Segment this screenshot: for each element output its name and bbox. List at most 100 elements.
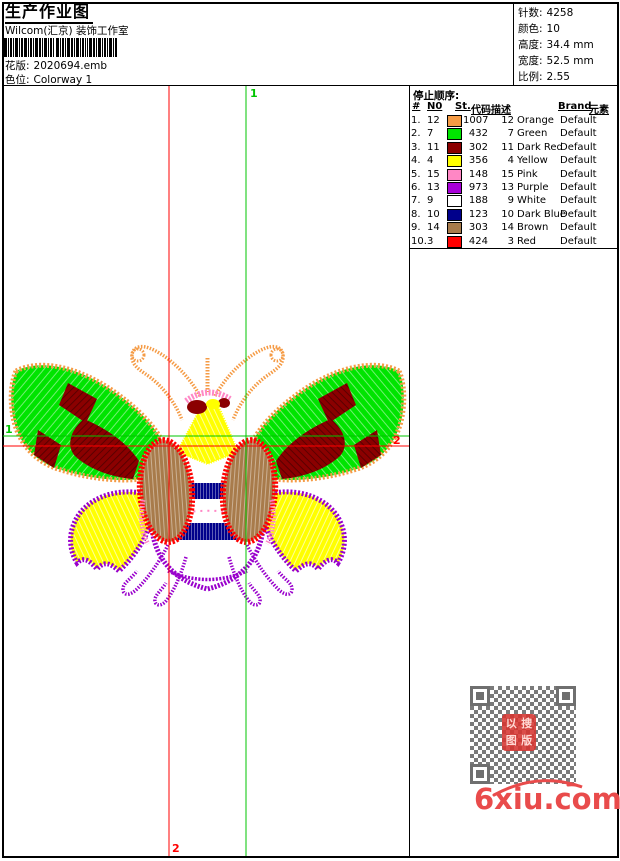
cell-code: 15	[501, 169, 514, 180]
cell-code: 7	[507, 128, 514, 139]
qr-finder-bottomleft	[470, 764, 490, 784]
stamp-char: 搜	[521, 717, 533, 730]
stop-row: 6. 13 973 13 Purple Default	[411, 181, 604, 194]
cell-num: 5.	[411, 169, 421, 180]
red-seal-stamp: 以 搜 图 版	[502, 714, 536, 751]
info-panel-divider	[513, 2, 514, 85]
qr-finder-topright	[556, 686, 576, 706]
cell-brand: Default	[560, 142, 597, 153]
cell-code: 11	[501, 142, 514, 153]
cell-n0: 10	[427, 209, 440, 220]
cell-n0: 7	[427, 128, 434, 139]
company-name: Wilcom(汇京) 装饰工作室	[5, 25, 129, 37]
cell-num: 9.	[411, 222, 421, 233]
color-swatch	[447, 168, 462, 181]
header-separator-line	[2, 85, 617, 86]
cell-st: 148	[468, 169, 488, 180]
col-header-num: #	[412, 101, 421, 112]
cell-st: 1007	[463, 115, 489, 126]
cell-n0: 4	[427, 155, 434, 166]
cell-num: 3.	[411, 142, 421, 153]
pattern-label: 花版:	[5, 60, 30, 72]
cell-desc: Dark Red	[517, 142, 563, 153]
scale-row: 比例: 2.55	[518, 71, 570, 83]
cell-st: 303	[468, 222, 488, 233]
cell-st: 302	[468, 142, 488, 153]
cell-desc: Pink	[517, 169, 538, 180]
stop-row: 4. 4 356 4 Yellow Default	[411, 154, 604, 167]
watermark-text: 6xiu.com	[474, 782, 620, 816]
col-header-n0: N0	[427, 101, 443, 112]
color-swatch	[447, 221, 462, 234]
cell-st: 432	[468, 128, 488, 139]
cell-code: 3	[507, 236, 514, 247]
table-bottom-line	[409, 248, 617, 249]
color-swatch	[447, 235, 462, 248]
stop-row: 3. 11 302 11 Dark Red Default	[411, 141, 604, 154]
cell-n0: 11	[427, 142, 440, 153]
cell-brand: Default	[560, 155, 597, 166]
cell-desc: White	[517, 195, 547, 206]
cell-code: 13	[501, 182, 514, 193]
stop-row: 5. 15 148 15 Pink Default	[411, 168, 604, 181]
stop-row: 7. 9 188 9 White Default	[411, 194, 604, 207]
color-swatch	[447, 208, 462, 221]
cell-desc: Green	[517, 128, 548, 139]
cell-brand: Default	[560, 195, 597, 206]
stop-row: 9. 14 303 14 Brown Default	[411, 221, 604, 234]
stop-sequence-title: 停止顺序:	[413, 90, 460, 102]
cell-desc: Purple	[517, 182, 549, 193]
col-header-element: 元素	[589, 105, 609, 116]
width-row: 宽度: 52.5 mm	[518, 55, 594, 67]
stamp-char: 版	[521, 734, 533, 747]
height-row: 高度: 34.4 mm	[518, 39, 594, 51]
stitch-count-row: 针数: 4258	[518, 7, 574, 19]
cell-num: 10.	[411, 236, 427, 247]
cell-code: 14	[501, 222, 514, 233]
color-swatch	[447, 181, 462, 194]
cell-n0: 9	[427, 195, 434, 206]
col-header-code: 代码	[471, 105, 491, 116]
cell-code: 4	[507, 155, 514, 166]
cell-desc: Red	[517, 236, 536, 247]
cell-desc: Brown	[517, 222, 549, 233]
qr-finder-topleft	[470, 686, 490, 706]
col-header-st: St.	[455, 101, 471, 112]
cell-num: 2.	[411, 128, 421, 139]
cell-n0: 15	[427, 169, 440, 180]
cell-brand: Default	[560, 128, 597, 139]
cell-n0: 13	[427, 182, 440, 193]
stop-row: 8. 10 123 10 Dark Blue Default	[411, 208, 604, 221]
barcode	[4, 38, 117, 57]
watermark-swoosh	[492, 779, 583, 797]
stamp-char: 以	[505, 717, 517, 730]
page-title: 生产作业图	[5, 3, 94, 24]
cell-desc: Dark Blue	[517, 209, 567, 220]
cell-n0: 3	[427, 236, 434, 247]
color-swatch	[447, 194, 462, 207]
color-swatch	[447, 154, 462, 167]
color-swatch	[447, 114, 462, 127]
table-panel-divider	[409, 85, 410, 856]
stop-row: 10. 3 424 3 Red Default	[411, 235, 604, 248]
color-swatch	[447, 127, 462, 140]
cell-num: 7.	[411, 195, 421, 206]
design-info-panel: 针数: 4258 颜色: 10 高度: 34.4 mm 宽度: 52.5 mm 比例: 2…	[518, 5, 616, 85]
cell-brand: Default	[560, 236, 597, 247]
cell-num: 4.	[411, 155, 421, 166]
stamp-char: 图	[505, 734, 517, 747]
cell-st: 123	[468, 209, 488, 220]
color-swatch	[447, 141, 462, 154]
stop-row: 1. 12 1007 12 Orange Default	[411, 114, 604, 127]
cell-num: 6.	[411, 182, 421, 193]
cell-brand: Default	[560, 169, 597, 180]
colorway-label: 色位:	[5, 74, 30, 86]
cell-st: 973	[468, 182, 488, 193]
cell-st: 188	[468, 195, 488, 206]
col-header-desc: 描述	[491, 105, 511, 116]
cell-n0: 14	[427, 222, 440, 233]
cell-brand: Default	[560, 209, 597, 220]
pattern-file-row: 花版: 2020694.emb	[5, 60, 107, 72]
cell-brand: Default	[560, 115, 597, 126]
